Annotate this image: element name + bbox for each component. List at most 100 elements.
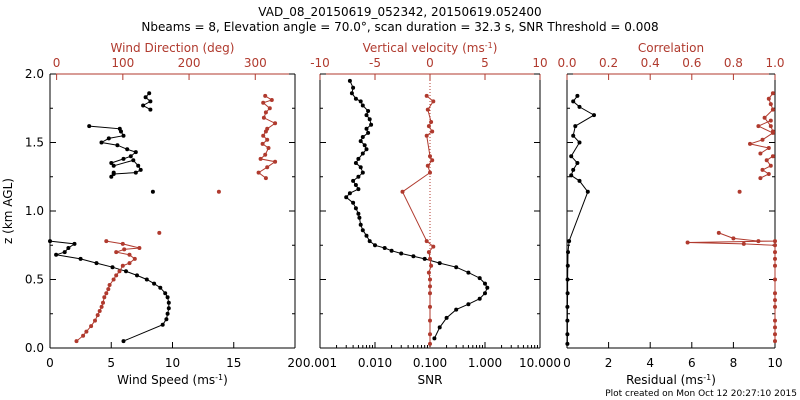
left-xtick-label-bottom-3: 15: [226, 356, 241, 370]
left-xlabel-bottom-main: Wind Speed (ms: [117, 373, 215, 387]
right-residual-point-0-14: [566, 250, 570, 255]
right-correlation-point-4-9: [773, 263, 777, 268]
left-wind-speed-line-1: [89, 125, 142, 178]
left-wind-direction-point-4-4: [114, 250, 119, 255]
middle-snr-point-0-5: [360, 103, 365, 108]
left-ytick-label-1: 0.5: [25, 273, 44, 287]
left-wind-direction-point-4-9: [117, 269, 122, 274]
left-wind-speed-point-3-11: [152, 281, 157, 286]
left-wind-direction-point-4-5: [127, 252, 132, 257]
middle-snr-point-0-8: [367, 117, 372, 122]
right-correlation-point-1-1: [756, 124, 761, 129]
left-xlabel-bottom-sup: -1: [215, 373, 223, 382]
right-xlabel-bottom: Residual (ms-1): [626, 373, 716, 388]
middle-vertical-velocity-point-0-9: [425, 163, 430, 168]
right-correlation-point-0-0: [770, 91, 775, 96]
right-residual-point-0-0: [575, 93, 580, 98]
left-wind-speed-point-3-2: [66, 246, 71, 250]
right-xtick-label-bottom-5: 10: [767, 356, 782, 370]
left-wind-speed-point-3-7: [110, 265, 115, 270]
middle-vertical-velocity-point-0-15: [428, 256, 432, 261]
left-wind-speed-point-1-14: [136, 163, 141, 168]
middle-snr-point-0-44: [477, 276, 482, 281]
left-wind-direction-point-4-13: [106, 287, 111, 292]
middle-snr-point-0-50: [454, 307, 459, 312]
middle-xtick-label-bottom-0: 0.001: [303, 356, 337, 370]
figure-title-line2: Nbeams = 8, Elevation angle = 70.0°, sca…: [141, 20, 658, 34]
left-wind-speed-point-3-0: [48, 239, 52, 244]
left-wind-direction-point-4-18: [97, 309, 102, 313]
right-correlation-point-2-5: [758, 176, 763, 181]
left-xtick-label-top-2: 200: [178, 56, 201, 70]
right-correlation-point-0-4: [762, 115, 767, 120]
middle-vertical-velocity-point-0-22: [428, 318, 432, 323]
right-xtick-label-bottom-4: 8: [730, 356, 738, 370]
left-wind-direction-point-4-24: [74, 339, 79, 344]
right-residual-point-0-12: [585, 189, 590, 194]
right-correlation-point-4-14: [773, 318, 777, 323]
left-xlabel-top-main: Wind Direction (deg): [111, 41, 235, 55]
left-wind-speed-point-3-9: [135, 273, 139, 278]
left-wind-speed-point-1-2: [119, 129, 123, 134]
left-wind-direction-point-0-1: [269, 98, 274, 102]
middle-snr-point-0-33: [364, 233, 369, 238]
right-residual-point-0-20: [565, 332, 570, 337]
middle-snr-point-0-40: [422, 256, 427, 261]
middle-vertical-velocity-point-0-10: [428, 170, 432, 175]
left-wind-speed-line-3: [49, 240, 170, 342]
right-xtick-label-top-3: 0.6: [682, 56, 701, 70]
left-wind-direction-point-4-8: [120, 263, 125, 268]
middle-vertical-velocity-point-0-17: [426, 270, 431, 275]
right-residual-point-0-7: [569, 154, 574, 159]
middle-xlabel-top-tail: ): [493, 41, 498, 55]
left-wind-direction-point-0-3: [267, 106, 272, 111]
middle-xlabel-top: Vertical velocity (ms-1): [363, 41, 498, 56]
left-wind-direction-point-3-0: [157, 230, 162, 235]
left-wind-direction-point-4-6: [132, 256, 137, 261]
left-wind-speed-point-1-19: [111, 170, 116, 175]
middle-snr-point-0-2: [349, 91, 354, 96]
left-wind-direction-point-1-10: [263, 176, 268, 181]
left-wind-speed-point-1-18: [109, 174, 114, 179]
left-wind-direction-point-1-7: [273, 159, 278, 164]
middle-snr-point-0-20: [360, 170, 365, 175]
middle-vertical-velocity-point-0-5: [430, 129, 435, 134]
left-wind-direction-point-0-2: [261, 100, 266, 105]
right-correlation-point-1-3: [760, 137, 765, 142]
left-xtick-label-bottom-1: 5: [107, 356, 115, 370]
middle-vertical-velocity-point-0-3: [429, 120, 434, 124]
right-correlation-point-1-5: [766, 146, 771, 150]
right-residual-point-0-16: [565, 277, 570, 282]
left-wind-speed-point-1-11: [109, 161, 114, 165]
middle-xlabel-top-sup: -1: [485, 41, 493, 50]
left-ytick-label-2: 1.0: [25, 204, 44, 218]
middle-snr-point-0-15: [364, 147, 369, 152]
left-wind-direction-point-4-2: [137, 246, 142, 250]
middle-snr-point-0-10: [364, 126, 369, 131]
left-wind-speed-point-3-3: [62, 250, 67, 255]
middle-vertical-velocity-point-0-19: [428, 284, 432, 289]
right-correlation-point-0-5: [768, 124, 773, 129]
right-residual-point-0-11: [577, 178, 582, 183]
middle-snr-point-0-14: [362, 143, 367, 148]
right-residual-point-0-19: [565, 318, 570, 323]
middle-snr-point-0-27: [351, 200, 356, 205]
right-correlation-point-4-1: [731, 236, 736, 241]
middle-snr-point-0-4: [358, 99, 363, 104]
left-wind-speed-point-1-7: [125, 147, 130, 152]
left-wind-speed-point-3-10: [144, 277, 149, 282]
right-xlabel-top: Correlation: [638, 41, 704, 55]
left-wind-direction-point-4-19: [95, 313, 100, 318]
middle-snr-point-0-34: [367, 239, 372, 244]
middle-vertical-velocity-point-0-20: [428, 291, 432, 296]
figure-title-line1: VAD_08_20150619_052342, 20150619.052400: [258, 5, 541, 19]
right-correlation-point-4-5: [741, 241, 746, 246]
middle-snr-point-0-28: [353, 206, 358, 211]
left-wind-speed-point-3-6: [94, 261, 99, 266]
right-correlation-point-4-8: [773, 256, 777, 261]
middle-snr-point-0-3: [353, 96, 358, 101]
middle-snr-point-0-18: [353, 161, 358, 165]
middle-snr-point-0-36: [382, 246, 387, 250]
middle-snr-point-0-17: [356, 156, 361, 161]
middle-snr-point-0-11: [366, 130, 371, 135]
